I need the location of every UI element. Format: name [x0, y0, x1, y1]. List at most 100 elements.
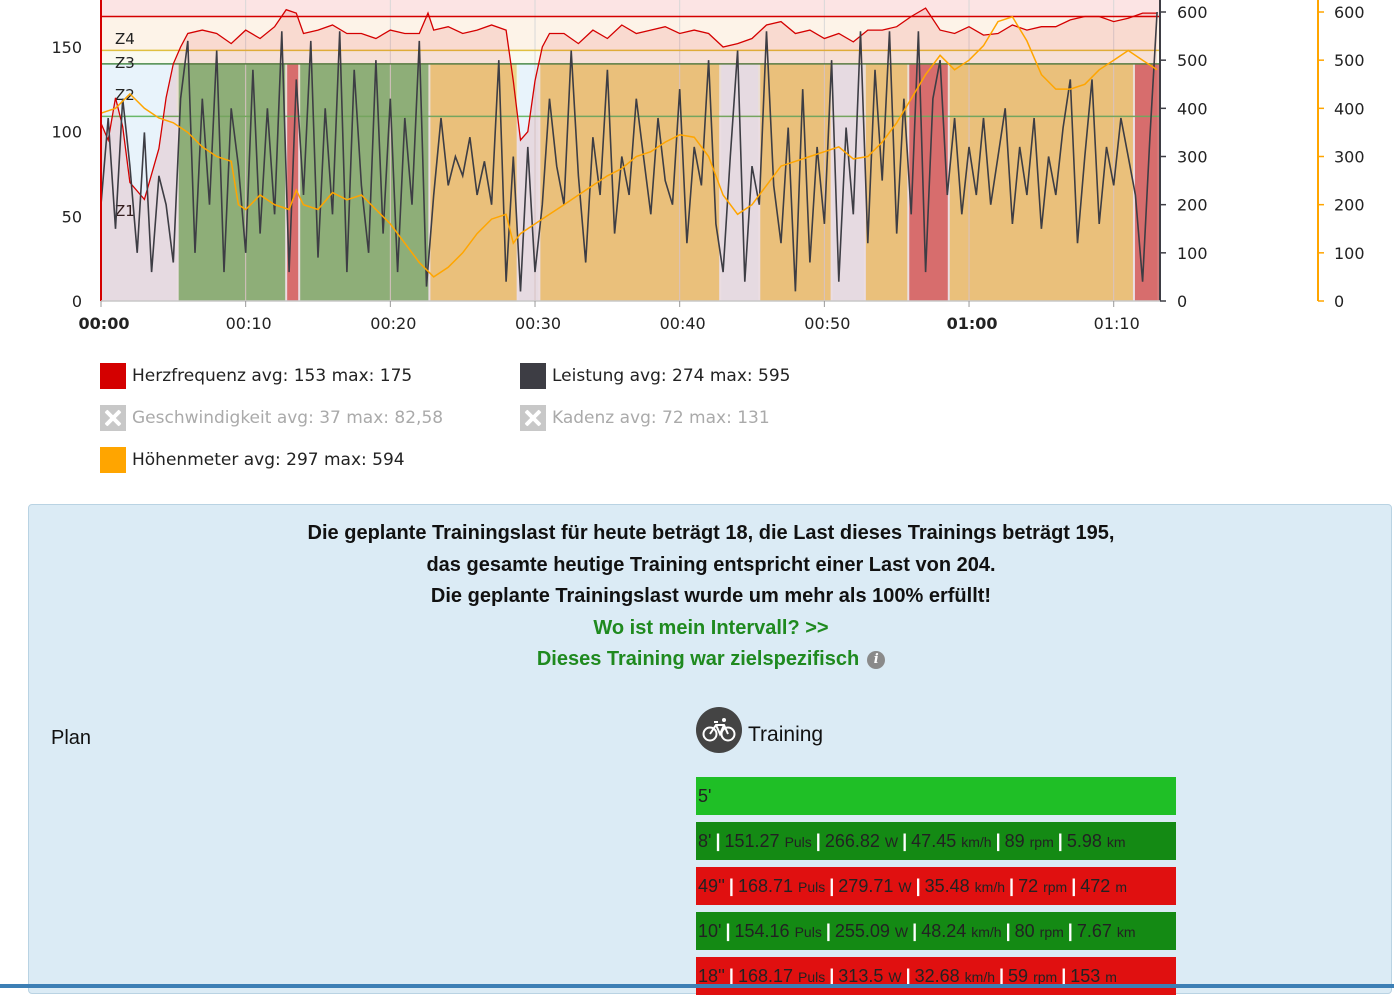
separator: | — [1009, 876, 1015, 896]
heart-rate-unit: Puls — [794, 924, 822, 940]
separator: | — [829, 966, 835, 986]
y-right-tick-label: 300 — [1177, 148, 1208, 167]
separator: | — [1071, 876, 1077, 896]
x-tick-label: 00:30 — [515, 314, 561, 333]
y-left-tick-label: 50 — [62, 207, 82, 226]
interval-heart-rate: 168.17 — [737, 966, 799, 986]
interval-power: 313.5 — [838, 966, 889, 986]
interval-bar[interactable]: 5' — [696, 777, 1176, 815]
legend-cadence[interactable]: Kadenz avg: 72 max: 131 — [520, 404, 770, 432]
interval-cadence: 72 — [1018, 876, 1044, 896]
heart-rate-unit: Puls — [798, 879, 826, 895]
interval-duration: 8' — [698, 831, 712, 851]
x-tick-label: 00:50 — [804, 314, 850, 333]
x-tick-label: 00:10 — [226, 314, 272, 333]
interval-heart-rate: 154.16 — [734, 921, 795, 941]
y-left-tick-label: 150 — [51, 38, 82, 57]
separator: | — [905, 966, 911, 986]
zone-label: Z2 — [115, 86, 135, 104]
y-left-tick-label: 100 — [51, 123, 82, 142]
cadence-unit: rpm — [1043, 879, 1068, 895]
elevation-swatch — [100, 447, 126, 473]
power-unit: W — [894, 924, 909, 940]
interval-speed: 48.24 — [921, 921, 972, 941]
power-zone-block — [760, 63, 831, 301]
speed-unit: km/h — [961, 834, 992, 850]
interval-speed: 35.48 — [924, 876, 975, 896]
legend-cadence-label: Kadenz avg: 72 max: 131 — [552, 408, 770, 428]
interval-power: 255.09 — [834, 921, 895, 941]
interval-bar[interactable]: 49'' | 168.71 Puls | 279.71 W | 35.48 km/h | 72 … — [696, 867, 1176, 905]
zone-label: Z4 — [115, 30, 135, 48]
chart-legend: Herzfrequenz avg: 153 max: 175 Leistung … — [100, 362, 860, 482]
interval-speed: 32.68 — [914, 966, 965, 986]
legend-heart-rate[interactable]: Herzfrequenz avg: 153 max: 175 — [100, 362, 412, 390]
separator: | — [815, 831, 821, 851]
separator: | — [1057, 831, 1063, 851]
y-right-tick-label: 400 — [1177, 99, 1208, 118]
load-summary-line-3: Die geplante Trainingslast wurde um mehr… — [430, 585, 992, 607]
training-chart: Z4 Z3 Z2 Z1 0 50 100 150 0 100 200 300 400 500 600 0 100… — [51, 0, 1365, 333]
legend-elevation[interactable]: Höhenmeter avg: 297 max: 594 — [100, 446, 405, 474]
interval-cadence: 59 — [1008, 966, 1034, 986]
interval-distance: 153 — [1070, 966, 1106, 986]
x-tick-label: 00:20 — [370, 314, 416, 333]
interval-heart-rate: 151.27 — [724, 831, 785, 851]
separator: | — [999, 966, 1005, 986]
interval-power: 266.82 — [824, 831, 885, 851]
speed-unit: km/h — [974, 879, 1006, 895]
speed-unit: km/h — [971, 924, 1002, 940]
plan-label: Plan — [51, 727, 92, 749]
separator: | — [915, 876, 921, 896]
separator: | — [725, 921, 731, 941]
power-unit: W — [888, 969, 902, 985]
y-left-tick-label: 0 — [72, 292, 82, 311]
legend-heart-rate-label: Herzfrequenz avg: 153 max: 175 — [132, 366, 413, 386]
y-right-tick-label: 500 — [1177, 51, 1208, 70]
interval-distance: 7.67 — [1076, 921, 1117, 941]
y-right-tick-label: 100 — [1177, 244, 1208, 263]
hidden-series-x-icon — [520, 405, 546, 431]
distance-unit: m — [1105, 969, 1117, 985]
interval-link[interactable]: Wo ist mein Intervall? >> — [593, 617, 829, 639]
training-header: Training — [696, 707, 823, 753]
x-tick-label: 01:10 — [1094, 314, 1140, 333]
separator: | — [825, 921, 831, 941]
power-unit: W — [898, 879, 912, 895]
y-far-right-tick-label: 200 — [1334, 196, 1365, 215]
y-far-right-tick-label: 500 — [1334, 51, 1365, 70]
interval-bar[interactable]: 18'' | 168.17 Puls | 313.5 W | 32.68 km/h | 59 r… — [696, 957, 1176, 995]
y-far-right-tick-label: 400 — [1334, 99, 1365, 118]
interval-bar[interactable]: 8' | 151.27 Puls | 266.82 W | 47.45 km/h | 89 rp… — [696, 822, 1176, 860]
legend-power[interactable]: Leistung avg: 274 max: 595 — [520, 362, 791, 390]
interval-cadence: 89 — [1004, 831, 1030, 851]
interval-speed: 47.45 — [911, 831, 962, 851]
distance-unit: km — [1116, 924, 1136, 940]
interval-bar[interactable]: 10' | 154.16 Puls | 255.09 W | 48.24 km/h | 80 r… — [696, 912, 1176, 950]
hidden-series-x-icon — [100, 405, 126, 431]
legend-elevation-label: Höhenmeter avg: 297 max: 594 — [132, 450, 405, 470]
info-icon[interactable]: i — [867, 651, 886, 669]
speed-unit: km/h — [964, 969, 995, 985]
load-summary-line-1: Die geplante Trainingslast für heute bet… — [307, 522, 1115, 544]
bike-icon — [696, 707, 742, 753]
interval-duration: 18'' — [698, 966, 725, 986]
separator: | — [912, 921, 918, 941]
power-unit: W — [884, 834, 899, 850]
power-swatch — [520, 363, 546, 389]
separator: | — [995, 831, 1001, 851]
distance-unit: m — [1115, 879, 1127, 895]
y-far-right-tick-label: 600 — [1334, 3, 1365, 22]
legend-speed[interactable]: Geschwindigkeit avg: 37 max: 82,58 — [100, 404, 443, 432]
hr-zone-band — [101, 0, 1160, 17]
goal-specific-text: Dieses Training war zielspezifisch — [536, 648, 860, 670]
separator: | — [1005, 921, 1011, 941]
heart-rate-unit: Puls — [798, 969, 826, 985]
separator: | — [1061, 966, 1067, 986]
window-bottom-edge — [0, 984, 1394, 988]
legend-speed-label: Geschwindigkeit avg: 37 max: 82,58 — [132, 408, 444, 428]
y-far-right-tick-label: 300 — [1334, 148, 1365, 167]
separator: | — [728, 876, 734, 896]
cadence-unit: rpm — [1039, 924, 1064, 940]
heart-rate-unit: Puls — [784, 834, 812, 850]
